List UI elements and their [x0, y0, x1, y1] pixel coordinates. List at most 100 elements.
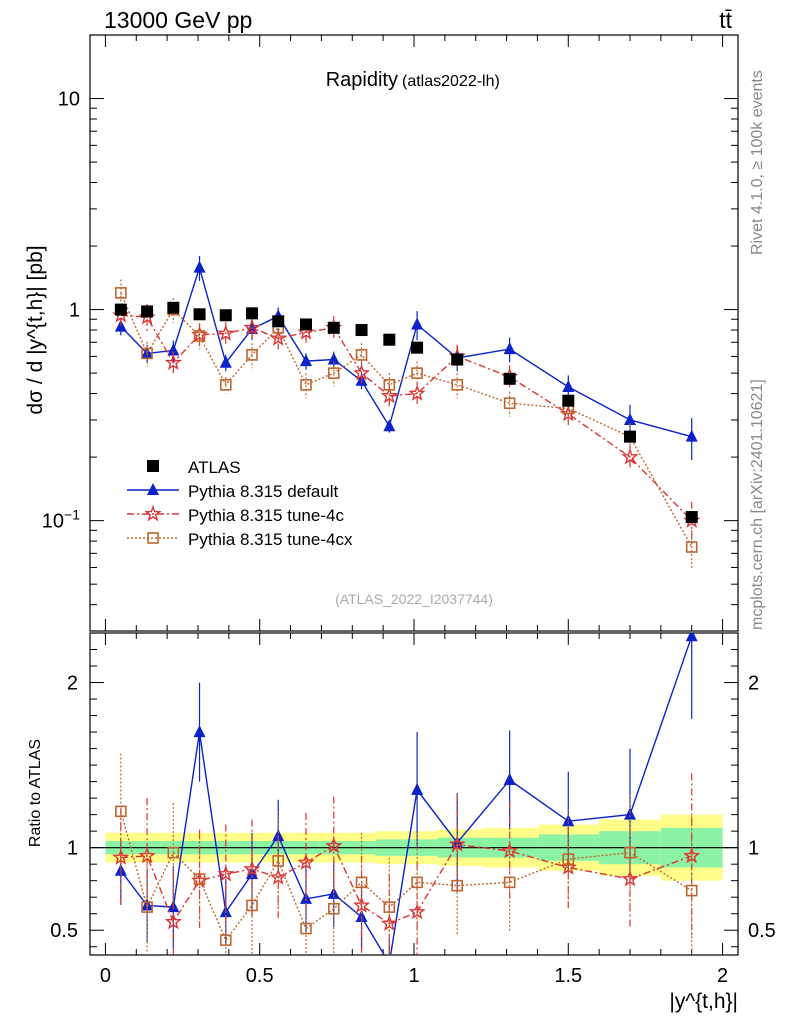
- x-tick-label: 2: [717, 965, 728, 987]
- legend-entry: ATLAS: [147, 458, 241, 477]
- data-point: [624, 846, 636, 859]
- legend: ATLAS Pythia 8.315 default Pythia 8.315 tu…: [127, 458, 353, 549]
- series-top-3: [115, 279, 698, 568]
- data-point: [383, 956, 395, 968]
- data-point: [562, 853, 575, 866]
- legend-label: Pythia 8.315 tune-4c: [188, 506, 344, 525]
- series-bottom-2: [112, 773, 701, 955]
- series-line: [120, 636, 693, 955]
- data-point: [300, 922, 312, 935]
- series-bottom-1: [114, 633, 698, 968]
- y-tick-label: 10−1: [42, 507, 80, 533]
- data-point: [193, 260, 206, 273]
- data-point: [383, 419, 396, 432]
- data-point: [411, 782, 424, 795]
- data-point: [217, 865, 235, 882]
- data-point: [300, 318, 312, 331]
- series-top-0: [114, 301, 698, 524]
- data-point: [327, 321, 340, 334]
- y-tick-label: 1: [69, 300, 80, 322]
- data-point: [147, 483, 159, 495]
- header-right: tt̄: [719, 7, 732, 33]
- data-point: [246, 349, 258, 361]
- data-point: [562, 379, 575, 392]
- data-point: [246, 899, 258, 912]
- data-point: [408, 903, 426, 920]
- data-point: [246, 307, 258, 320]
- ylabel-top: dσ / d |y^{t,h}| [pb]: [24, 245, 47, 414]
- data-point: [383, 901, 396, 913]
- data-point: [269, 329, 287, 346]
- data-point: [193, 873, 206, 885]
- x-tick-label: 0.5: [246, 965, 274, 987]
- data-point: [683, 846, 701, 864]
- ylabel-bottom: Ratio to ATLAS: [27, 739, 44, 847]
- data-point: [300, 891, 312, 904]
- data-point: [562, 394, 575, 407]
- y-tick-label-right: 1: [748, 838, 759, 860]
- data-point: [451, 879, 464, 892]
- data-point: [164, 912, 182, 930]
- data-point: [685, 633, 698, 642]
- data-point: [144, 504, 162, 522]
- data-point: [164, 353, 182, 371]
- data-point: [327, 902, 340, 915]
- y-tick-label: 2: [67, 673, 78, 695]
- data-point: [114, 319, 127, 332]
- data-point: [115, 805, 127, 818]
- header-left: 13000 GeV pp: [104, 7, 252, 33]
- data-point: [327, 367, 340, 379]
- data-point: [685, 884, 698, 897]
- data-point: [272, 855, 285, 867]
- data-point: [193, 330, 206, 342]
- x-tick-label: 1: [408, 965, 419, 987]
- data-point: [503, 772, 516, 785]
- data-point: [451, 379, 464, 391]
- data-point: [503, 876, 516, 889]
- chart-title-main: Rapidity: [326, 69, 398, 91]
- y-tick-label-right: 2: [748, 673, 759, 695]
- chart-title: Rapidity: [326, 69, 398, 91]
- chart-subtitle: (atlas2022-lh): [402, 73, 500, 90]
- data-point: [167, 846, 180, 859]
- mcplots-label: mcplots.cern.ch [arXiv:2401.10621]: [749, 379, 766, 630]
- data-point: [219, 355, 232, 368]
- top-series: [112, 256, 701, 568]
- data-point: [624, 807, 636, 820]
- data-point: [503, 397, 516, 410]
- data-point: [141, 901, 153, 913]
- data-point: [147, 532, 159, 544]
- data-point: [624, 430, 636, 443]
- legend-label: ATLAS: [188, 458, 241, 477]
- data-point: [353, 896, 371, 913]
- data-point: [300, 354, 312, 367]
- data-point: [167, 343, 180, 356]
- data-point: [300, 379, 312, 391]
- data-point: [621, 869, 639, 887]
- legend-label: Pythia 8.315 tune-4cx: [188, 530, 353, 549]
- data-point: [219, 309, 232, 322]
- data-point: [448, 835, 466, 852]
- data-point: [219, 379, 232, 391]
- bottom-series: [112, 633, 701, 968]
- data-point: [355, 324, 368, 337]
- data-point: [167, 301, 180, 314]
- data-point: [380, 386, 398, 404]
- data-point: [355, 876, 368, 889]
- series-top-1: [114, 256, 698, 461]
- data-point: [147, 460, 159, 472]
- data-point: [451, 353, 464, 366]
- legend-label: Pythia 8.315 default: [188, 482, 339, 501]
- data-point: [621, 448, 639, 465]
- data-point: [503, 342, 516, 355]
- ratio-bands: [90, 814, 738, 881]
- series-line: [120, 265, 692, 438]
- series-bottom-3: [115, 753, 698, 955]
- bottom-axes: 0 0.5 1 1.5 2 0.5 0.5 1 1 2 2: [50, 633, 776, 987]
- data-point: [685, 511, 698, 524]
- data-point: [193, 725, 206, 738]
- data-point: [411, 317, 424, 330]
- data-point: [327, 352, 340, 365]
- legend-entry: Pythia 8.315 tune-4cx: [127, 530, 353, 549]
